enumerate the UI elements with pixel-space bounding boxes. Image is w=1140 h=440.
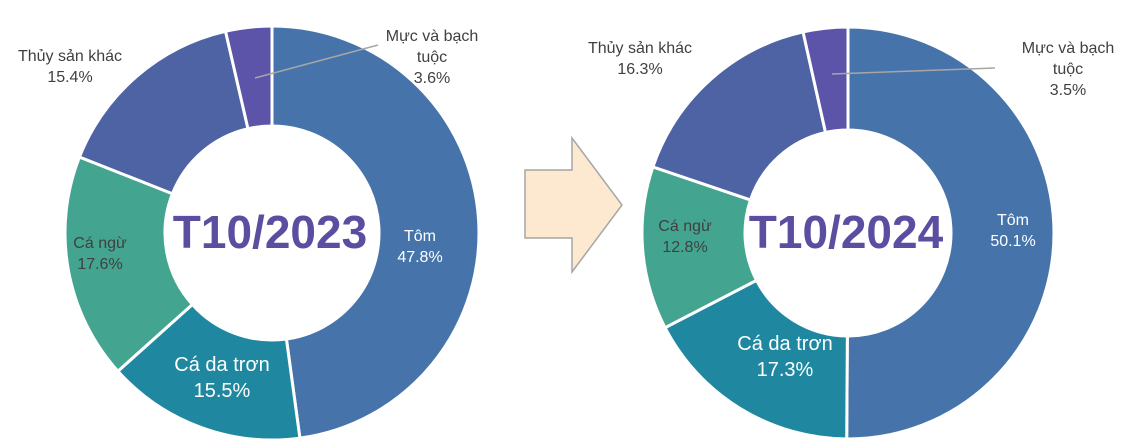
donut-slice [650,30,828,202]
category-label: Cá ngừ [658,218,712,236]
slice-label: Tôm 50.1% [990,211,1035,253]
donut-slice [270,24,481,440]
value-label: 15.5% [193,380,251,402]
category-label: Cá ngừ [73,235,127,253]
slice-label: Tôm 47.8% [397,227,442,269]
slice-label: Thủy sản khác 16.3% [588,39,692,81]
donut-slice [845,25,1056,440]
value-label: 15.4% [47,69,93,86]
slice-label: Cá da trơn 17.3% [737,331,832,383]
category-label: Cá da trơn [737,333,833,355]
slice-label: Mực và bạch tuộc 3.5% [1013,39,1123,101]
slice-label: Thủy sản khác 15.4% [18,47,122,89]
value-label: 16.3% [617,61,663,78]
category-label: Thủy sản khác [17,48,123,66]
leader-line [831,67,996,75]
value-label: 3.5% [1049,81,1087,99]
slice-label: Mực và bạch tuộc 3.6% [377,27,487,89]
donut-slice [63,155,195,374]
slice-label: Cá ngừ 17.6% [73,234,126,276]
category-label: Tôm [997,212,1029,230]
donut-slice [663,278,849,440]
value-label: 50.1% [990,233,1036,250]
value-label: 3.6% [413,69,451,87]
donut-slice [223,24,274,131]
category-label: Thủy sản khác [587,40,693,58]
chart-title: T10/2023 [173,206,367,258]
value-label: 17.6% [77,256,123,273]
value-label: 12.8% [662,239,708,256]
category-label: Mực và bạch tuộc [385,27,479,66]
category-label: Cá da trơn [174,354,270,376]
leader-line [254,44,379,79]
category-label: Mực và bạch tuộc [1021,39,1115,78]
category-label: Tôm [404,228,436,246]
value-label: 47.8% [397,249,443,266]
value-label: 17.3% [756,359,814,381]
donut-slice [801,25,850,135]
slice-label: Cá ngừ 12.8% [658,217,711,259]
arrow [524,135,623,275]
chart-title: T10/2024 [749,206,944,258]
slice-label: Cá da trơn 15.5% [174,352,269,404]
